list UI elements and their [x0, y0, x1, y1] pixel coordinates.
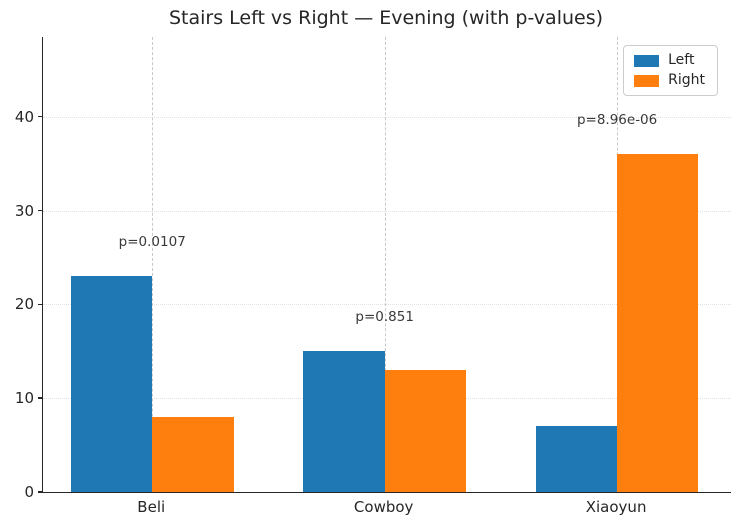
bar-left-beli	[70, 276, 153, 492]
chart-title: Stairs Left vs Right — Evening (with p-v…	[168, 7, 604, 29]
x-tick-label: Xiaoyun	[585, 498, 647, 516]
y-tick-label: 40	[14, 107, 34, 126]
v-gridline	[152, 37, 154, 492]
y-tick-mark	[38, 303, 42, 306]
bar-left-xiaoyun	[535, 426, 618, 492]
plot-area: p=0.0107 p=0.851 p=8.96e-06	[42, 37, 731, 493]
y-tick-label: 30	[14, 201, 34, 220]
h-gridline	[43, 304, 731, 306]
legend-item-right: Right	[634, 72, 705, 89]
legend: Left Right	[623, 45, 718, 96]
y-tick-label: 10	[14, 389, 34, 408]
p-value-label: p=0.0107	[118, 234, 186, 251]
h-gridline	[43, 116, 731, 118]
bar-right-cowboy	[384, 370, 467, 492]
legend-swatch-right	[634, 74, 660, 87]
y-tick-mark	[38, 491, 42, 493]
legend-label: Left	[668, 52, 695, 68]
bar-left-cowboy	[303, 351, 385, 492]
bar-right-xiaoyun	[617, 154, 699, 492]
y-tick-mark	[38, 397, 42, 399]
x-tick-label: Cowboy	[353, 498, 414, 516]
p-value-label: p=8.96e-06	[576, 112, 658, 129]
y-tick-label: 20	[14, 295, 34, 314]
y-tick-mark	[38, 209, 42, 212]
y-tick-mark	[38, 116, 42, 118]
h-gridline	[43, 210, 731, 212]
legend-label: Right	[668, 72, 705, 88]
p-value-label: p=0.851	[355, 309, 414, 326]
v-gridline	[384, 37, 386, 492]
bar-right-beli	[152, 416, 234, 492]
legend-swatch-left	[634, 54, 660, 67]
legend-item-left: Left	[634, 52, 705, 69]
x-tick-label: Beli	[137, 498, 166, 516]
y-tick-label: 0	[24, 483, 34, 501]
